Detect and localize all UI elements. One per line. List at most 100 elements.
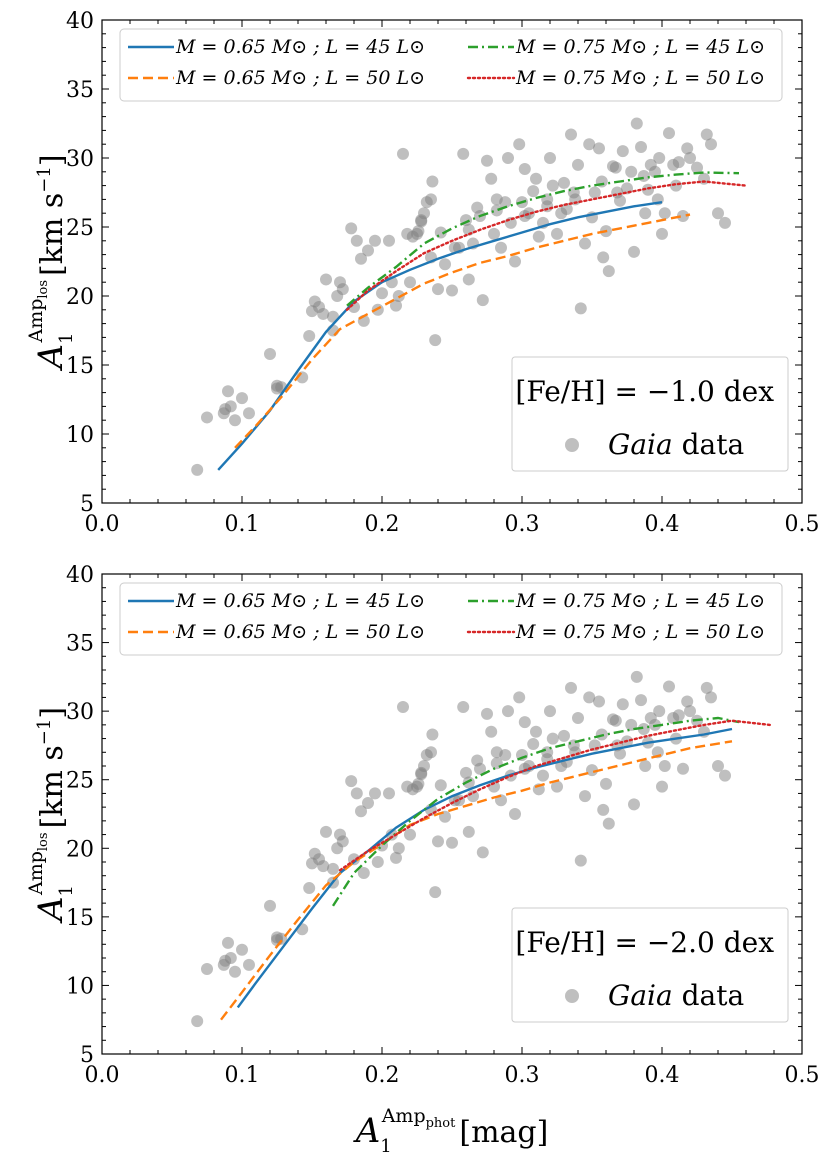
bottom-panel: 0.0 0.1 0.2 0.3 0.4 0.5 5 10 15 20 25 30 35 40 A1Amplo… [25,563,820,1157]
gaia-point [432,835,444,848]
gaia-point [635,694,647,707]
gaia-point [574,854,587,867]
gaia-point [586,764,598,777]
gaia-point [681,695,694,708]
gaia-point [637,722,650,735]
series-line-1 [220,740,733,1021]
legend-label-2: M = 0.75 M⊙ ; L = 45 L⊙ [515,590,765,612]
gaia-point [635,140,647,153]
gaia-point [653,705,666,718]
gaia-point [401,780,414,793]
gaia-point [614,194,626,207]
gaia-point [616,698,629,711]
gaia-point [429,886,442,899]
gaia-point [432,283,444,296]
gaia-point [236,392,248,405]
gaia-point [630,670,643,683]
gaia-point [637,169,650,182]
gaia-point [588,186,601,199]
gaia-point [429,334,442,347]
gaia-point [222,385,234,398]
gaia-point [264,899,276,912]
gaia-point [350,787,363,800]
gaia-point [546,732,559,745]
x-tick-label: 0.5 [785,512,820,537]
y-axis-title: A1Amplos[km s−1] [25,707,77,924]
gaia-point [390,851,402,864]
gaia-point [296,923,309,936]
legend-label-1: M = 0.65 M⊙ ; L = 50 L⊙ [175,621,425,643]
gaia-point [518,163,531,176]
gaia-point [229,965,241,978]
gaia-point [625,165,638,178]
legend-label-3: M = 0.75 M⊙ ; L = 50 L⊙ [515,621,765,643]
gaia-point [593,695,605,708]
annotation-box: [Fe/H] = −1.0 dex Gaia data [511,356,789,472]
gaia-legend-label: Gaia data [608,979,744,1012]
gaia-point [474,762,486,775]
gaia-point [303,330,316,343]
gaia-point [558,176,570,189]
gaia-point [412,777,425,790]
y-tick-label: 35 [66,632,94,657]
gaia-point [663,680,675,693]
plot-frame [101,19,803,504]
gaia-point [462,273,475,286]
x-tick-label: 0.4 [645,512,680,537]
gaia-point [320,825,332,838]
gaia-point [357,866,370,879]
gaia-point [639,760,652,772]
gaia-point [392,842,405,855]
gaia-point [425,746,437,759]
gaia-point [434,779,447,792]
gaia-point [691,161,703,174]
gaia-point [412,225,425,238]
series-line-3 [345,180,748,311]
y-tick-label: 25 [66,216,94,241]
top-panel: 0.0 0.1 0.2 0.3 0.4 0.5 5 10 15 20 25 30 35 40 A1Amplo… [25,9,820,537]
gaia-point [481,707,493,720]
gaia-point [481,154,493,167]
gaia-point [630,117,643,130]
x-tick-label: 0.1 [225,1063,260,1088]
gaia-point [677,209,689,222]
gaia-point [513,691,526,704]
gaia-point [639,207,652,220]
gaia-point [560,203,573,216]
x-axis-title: A1Ampphot [mag] [353,1105,549,1157]
gaia-point [243,407,255,420]
gaia-point [397,701,409,714]
gaia-point [565,681,577,694]
annotation-box: [Fe/H] = −2.0 dex Gaia data [511,907,789,1023]
data-layer [191,670,771,1028]
metallicity-label: [Fe/H] = −2.0 dex [515,926,774,959]
gaia-point [303,882,316,895]
gaia-point [712,207,724,220]
gaia-point [446,284,458,297]
gaia-point [219,403,232,416]
gaia-point [350,234,363,247]
gaia-point [602,817,615,830]
gaia-point [229,414,241,427]
legend: M = 0.65 M⊙ ; L = 45 L⊙ M = 0.65 M⊙ ; L =… [119,28,783,102]
gaia-point [490,193,503,206]
gaia-point [705,138,717,151]
gaia-point [371,856,384,868]
y-tick-label: 40 [66,9,94,34]
gaia-point [527,738,540,751]
gaia-point [583,138,596,151]
data-layer [191,117,748,476]
x-tick-label: 0.4 [645,1063,680,1088]
gaia-point [425,193,437,206]
legend-label-0: M = 0.65 M⊙ ; L = 45 L⊙ [175,590,425,612]
gaia-point [614,747,626,760]
gaia-point [327,862,339,875]
gaia-point [485,725,498,738]
gaia-point [362,797,374,810]
gaia-point [677,762,689,775]
gaia-point [415,215,428,228]
gaia-point [642,183,654,196]
gaia-point [579,790,591,803]
gaia-point [600,777,612,790]
